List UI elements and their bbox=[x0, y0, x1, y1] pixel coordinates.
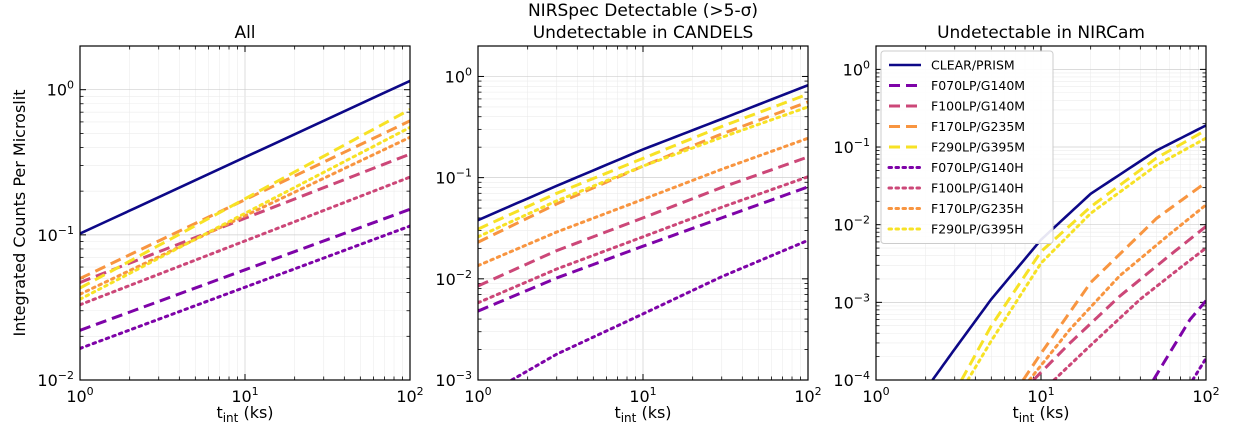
series-line-f070lp-g140m bbox=[478, 185, 808, 313]
y-tick-label: 10−1 bbox=[833, 136, 870, 157]
grid bbox=[477, 45, 809, 381]
series-lines bbox=[80, 79, 410, 350]
y-tick-label: 100 bbox=[47, 79, 74, 100]
series-line-f070lp-g140m bbox=[1152, 299, 1206, 380]
legend-label: F100LP/G140M bbox=[931, 99, 1025, 114]
x-tick-label: 101 bbox=[1027, 385, 1054, 406]
panel-3: 100 101 102 10−4 10−3 10−2 10−1 100 tint (ks) Und… bbox=[833, 23, 1219, 425]
legend-label: F170LP/G235H bbox=[931, 201, 1024, 216]
legend-label: F170LP/G235M bbox=[931, 119, 1025, 134]
series-line-f100lp-g140m bbox=[80, 152, 410, 284]
series-line-f290lp-g395m bbox=[80, 108, 410, 290]
x-axis-label: tint (ks) bbox=[1012, 403, 1069, 425]
series-line-f290lp-g395h bbox=[966, 136, 1206, 380]
series-line-f170lp-g235m bbox=[1021, 181, 1206, 380]
panel-title: Undetectable in NIRCam bbox=[937, 23, 1145, 43]
legend-label: F290LP/G395H bbox=[931, 222, 1024, 237]
plot-frame bbox=[875, 45, 1207, 381]
y-tick-label: 10−1 bbox=[435, 167, 472, 188]
series-line-f170lp-g235m bbox=[80, 119, 410, 280]
series-line-f290lp-g395h bbox=[478, 105, 808, 239]
y-tick-label: 100 bbox=[445, 65, 472, 86]
legend-label: F070LP/G140M bbox=[931, 78, 1025, 93]
tick-labels: 100 101 102 10−4 10−3 10−2 10−1 100 bbox=[833, 58, 1219, 406]
x-axis-label: tint (ks) bbox=[614, 403, 671, 425]
y-tick-label: 10−1 bbox=[37, 224, 74, 245]
legend-label: CLEAR/PRISM bbox=[931, 58, 1015, 73]
series-line-f100lp-g140h bbox=[1052, 246, 1206, 380]
x-tick-label: 102 bbox=[1192, 385, 1219, 406]
series-line-f170lp-g235h bbox=[80, 135, 410, 296]
series-line-f100lp-g140h bbox=[478, 175, 808, 305]
series-line-f070lp-g140m bbox=[80, 207, 410, 332]
series-line-f070lp-g140h bbox=[1191, 356, 1206, 380]
y-tick-label: 10−2 bbox=[37, 369, 74, 390]
panel-title: NIRSpec Detectable (>5-σ) bbox=[528, 1, 758, 21]
series-line-f170lp-g235h bbox=[478, 136, 808, 268]
tick-labels: 100 101 102 10−3 10−2 10−1 100 bbox=[435, 65, 821, 406]
x-tick-label: 101 bbox=[231, 385, 258, 406]
legend-label: F290LP/G395M bbox=[931, 140, 1025, 155]
legend-label: F070LP/G140H bbox=[931, 160, 1024, 175]
series-line-f170lp-g235h bbox=[1027, 203, 1206, 380]
y-axis-label: Integrated Counts Per Microslit bbox=[10, 90, 29, 337]
y-tick-label: 10−3 bbox=[833, 291, 870, 312]
plot-frame bbox=[477, 45, 809, 381]
x-tick-label: 100 bbox=[862, 385, 889, 406]
series-line-f100lp-g140m bbox=[1032, 225, 1206, 380]
y-tick-label: 10−2 bbox=[435, 268, 472, 289]
y-tick-label: 100 bbox=[843, 58, 870, 79]
panel-1: 100 101 102 10−2 10−1 100 tint (ks) All bbox=[37, 23, 423, 425]
x-tick-label: 100 bbox=[464, 385, 491, 406]
series-line-f170lp-g235m bbox=[478, 100, 808, 244]
y-tick-label: 10−2 bbox=[833, 214, 870, 235]
series-line-f100lp-g140m bbox=[478, 155, 808, 288]
x-axis-label: tint (ks) bbox=[216, 403, 273, 425]
panel-title: All bbox=[234, 23, 255, 43]
legend: CLEAR/PRISM F070LP/G140M F100LP/G140M F170L… bbox=[880, 50, 1054, 244]
tick-labels: 100 101 102 10−2 10−1 100 bbox=[37, 79, 423, 406]
y-tick-label: 10−4 bbox=[833, 369, 870, 390]
x-tick-label: 102 bbox=[396, 385, 423, 406]
x-tick-label: 102 bbox=[794, 385, 821, 406]
series-line-f290lp-g395h bbox=[80, 125, 410, 301]
x-tick-label: 100 bbox=[66, 385, 93, 406]
legend-box bbox=[880, 50, 1054, 244]
x-tick-label: 101 bbox=[629, 385, 656, 406]
series-line-f070lp-g140h bbox=[510, 238, 808, 380]
series-line-clear-prism bbox=[478, 83, 808, 222]
legend-label: F100LP/G140H bbox=[931, 181, 1024, 196]
panel-title: Undetectable in CANDELS bbox=[533, 23, 754, 43]
series-line-f100lp-g140h bbox=[80, 175, 410, 307]
series-line-f290lp-g395m bbox=[960, 128, 1206, 380]
panel-2: 100 101 102 10−3 10−2 10−1 100 tint (ks) NIRSpec… bbox=[435, 1, 821, 425]
plot-frame bbox=[79, 45, 411, 381]
series-line-clear-prism bbox=[80, 79, 410, 235]
series-line-f290lp-g395m bbox=[478, 92, 808, 231]
series-lines bbox=[478, 83, 808, 380]
y-tick-label: 10−3 bbox=[435, 369, 472, 390]
series-line-f070lp-g140h bbox=[80, 224, 410, 350]
